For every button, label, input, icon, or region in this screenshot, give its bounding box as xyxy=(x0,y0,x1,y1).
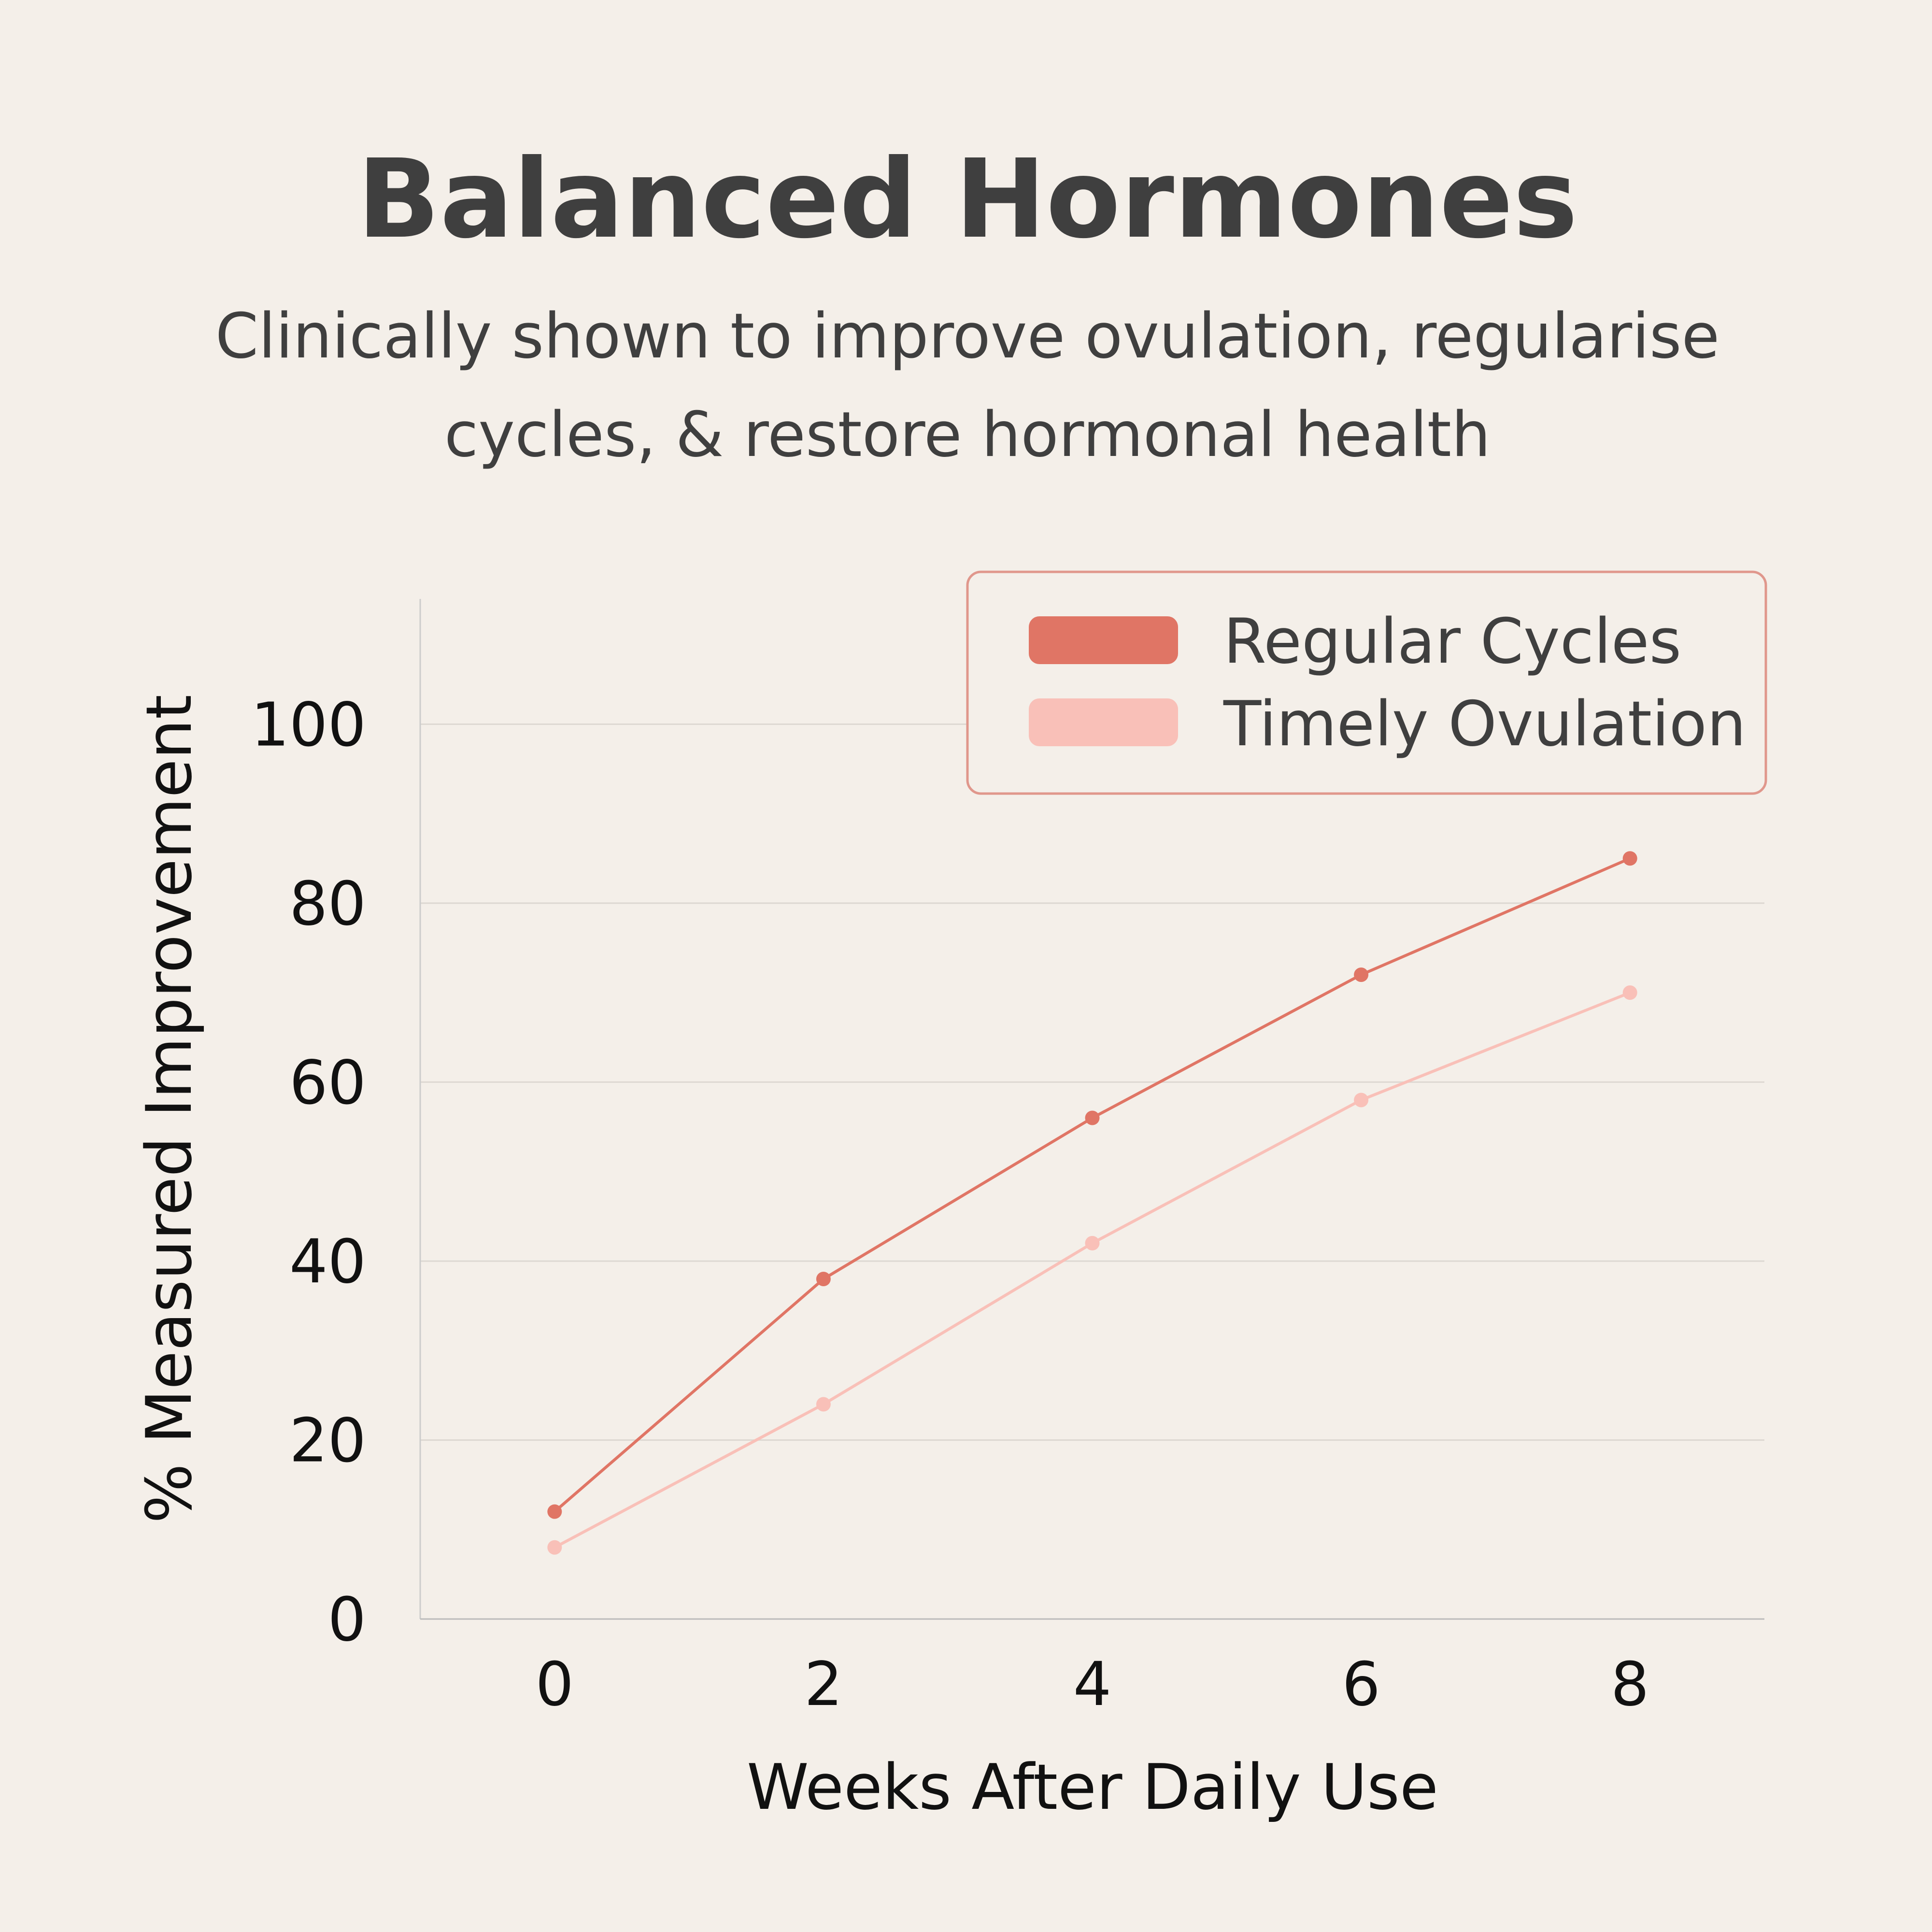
y-axis-label: % Measured Improvement xyxy=(132,695,206,1523)
legend-swatch-regular-cycles xyxy=(1029,616,1178,664)
x-tick-label: 0 xyxy=(536,1649,574,1719)
y-tick-label: 100 xyxy=(251,690,366,760)
chart-subtitle-line-2: cycles, & restore hormonal health xyxy=(444,399,1491,471)
y-tick-label: 80 xyxy=(289,869,366,939)
data-point xyxy=(1354,1093,1369,1108)
y-tick-label: 0 xyxy=(327,1585,366,1655)
x-tick-label: 6 xyxy=(1342,1649,1380,1719)
y-tick-label: 40 xyxy=(289,1227,366,1297)
x-tick-label: 2 xyxy=(804,1649,843,1719)
y-tick-label: 20 xyxy=(289,1406,366,1476)
data-point xyxy=(547,1504,562,1519)
chart-title: Balanced Hormones xyxy=(357,136,1577,263)
data-point xyxy=(816,1397,831,1412)
data-point xyxy=(1622,851,1637,866)
series-group xyxy=(547,851,1637,1555)
legend-label-timely-ovulation: Timely Ovulation xyxy=(1223,688,1746,760)
series-timely-ovulation xyxy=(547,985,1637,1555)
x-tick-label: 8 xyxy=(1611,1649,1649,1719)
x-tick-labels: 0 2 4 6 8 xyxy=(536,1649,1649,1719)
series-regular-cycles xyxy=(547,851,1637,1519)
legend: Regular Cycles Timely Ovulation xyxy=(966,570,1767,795)
data-point xyxy=(816,1272,831,1286)
y-tick-label: 60 xyxy=(289,1048,366,1118)
legend-label-regular-cycles: Regular Cycles xyxy=(1223,606,1681,678)
x-axis-label: Weeks After Daily Use xyxy=(747,1750,1438,1824)
legend-swatch-timely-ovulation xyxy=(1029,698,1178,746)
data-point xyxy=(1085,1110,1100,1125)
x-tick-label: 4 xyxy=(1073,1649,1112,1719)
data-point xyxy=(1622,985,1637,1000)
data-point xyxy=(547,1540,562,1555)
y-tick-labels: 0 20 40 60 80 100 xyxy=(251,690,366,1655)
data-point xyxy=(1085,1236,1100,1250)
chart-subtitle-line-1: Clinically shown to improve ovulation, r… xyxy=(215,300,1720,372)
data-point xyxy=(1354,967,1369,982)
legend-box xyxy=(966,570,1767,795)
